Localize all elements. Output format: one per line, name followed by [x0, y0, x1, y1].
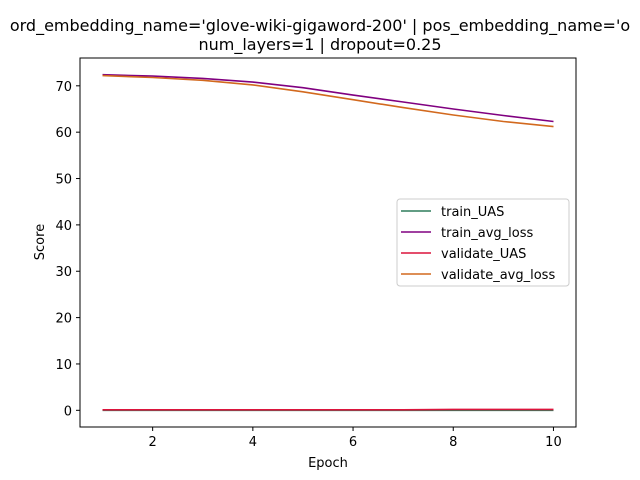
legend-label: train_UAS [441, 205, 504, 220]
y-axis-ticks: 0 10 20 30 40 50 60 70 [55, 80, 80, 419]
x-tick-label: 4 [249, 435, 257, 450]
series-line-validate-avg-loss [102, 74, 554, 128]
y-tick-label: 10 [55, 358, 72, 373]
x-axis-label: Epoch [308, 456, 348, 471]
series-line-train-avg-loss [102, 73, 554, 123]
y-tick-label: 50 [55, 173, 72, 188]
x-tick-label: 10 [545, 435, 562, 450]
x-tick-label: 8 [449, 435, 457, 450]
x-tick-label: 2 [149, 435, 157, 450]
y-tick-label: 70 [55, 80, 72, 95]
legend-label: validate_UAS [441, 247, 526, 262]
y-tick-label: 30 [55, 265, 72, 280]
series-lines [102, 73, 554, 412]
legend-box [396, 198, 570, 287]
y-axis-label: Score [33, 224, 48, 260]
y-tick-label: 20 [55, 312, 72, 327]
legend-label: train_avg_loss [441, 226, 534, 241]
y-tick-label: 60 [55, 126, 72, 141]
y-tick-label: 40 [55, 219, 72, 234]
x-axis-ticks: 2 4 6 8 10 [149, 427, 562, 450]
chart-title-line2: num_layers=1 | dropout=0.25 [198, 35, 441, 55]
legend: train_UAS train_avg_loss validate_UASvalid… [396, 198, 570, 287]
x-tick-label: 6 [349, 435, 357, 450]
y-tick-label: 0 [64, 404, 72, 419]
chart-title-line1: ord_embedding_name='glove-wiki-gigaword-… [10, 16, 630, 36]
legend-label: validate_avg_loss [441, 268, 555, 283]
